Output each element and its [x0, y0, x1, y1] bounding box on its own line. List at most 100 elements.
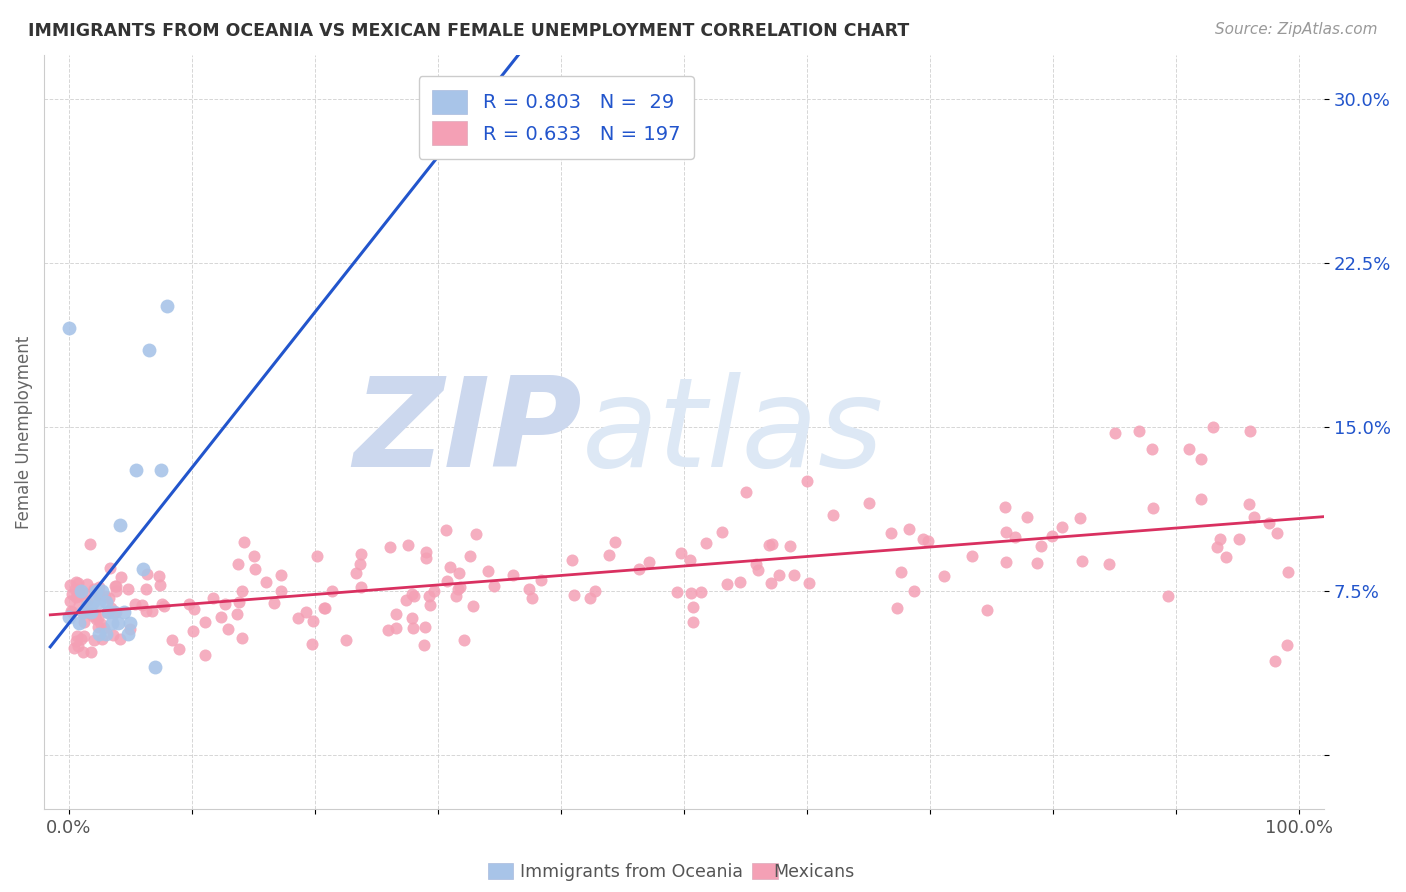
Point	[152, 599, 174, 613]
Point	[124, 598, 146, 612]
Point	[484, 579, 506, 593]
Point	[461, 599, 484, 613]
Point	[759, 576, 782, 591]
Point	[91, 632, 114, 646]
Point	[141, 604, 163, 618]
Point	[561, 552, 583, 566]
Legend: R = 0.803   N =  29, R = 0.633   N = 197: R = 0.803 N = 29, R = 0.633 N = 197	[419, 76, 693, 159]
Point	[1206, 540, 1229, 554]
Point	[1275, 638, 1298, 652]
Point	[103, 606, 125, 620]
Point	[1189, 492, 1212, 507]
Point	[734, 485, 756, 500]
Point	[415, 545, 437, 559]
Point	[62, 641, 84, 656]
Point	[449, 566, 471, 581]
Point	[583, 583, 606, 598]
Text: Mexicans: Mexicans	[773, 863, 855, 881]
Point	[72, 606, 94, 620]
Point	[321, 583, 343, 598]
Point	[761, 537, 783, 551]
Point	[1156, 589, 1178, 603]
Point	[117, 627, 139, 641]
Point	[105, 583, 128, 598]
Point	[782, 568, 804, 582]
Point	[67, 598, 90, 612]
Point	[70, 632, 93, 646]
Point	[87, 611, 110, 625]
Point	[97, 606, 120, 620]
Point	[104, 605, 127, 619]
Point	[135, 582, 157, 596]
Point	[413, 620, 436, 634]
Point	[87, 620, 110, 634]
Point	[76, 599, 98, 613]
Point	[136, 566, 159, 581]
Point	[58, 321, 80, 335]
Point	[103, 628, 125, 642]
Point	[745, 557, 768, 571]
Point	[65, 634, 87, 648]
Point	[307, 549, 329, 564]
Point	[83, 582, 105, 597]
Point	[150, 463, 173, 477]
Point	[1277, 566, 1299, 580]
Point	[449, 580, 471, 594]
Point	[301, 637, 323, 651]
Point	[228, 595, 250, 609]
Point	[932, 569, 955, 583]
Point	[598, 549, 620, 563]
Point	[994, 500, 1017, 515]
Point	[59, 578, 82, 592]
Point	[439, 560, 461, 574]
Point	[76, 594, 98, 608]
Point	[117, 582, 139, 596]
Point	[529, 573, 551, 587]
Point	[401, 611, 423, 625]
Point	[1215, 549, 1237, 564]
Point	[194, 648, 217, 662]
Point	[520, 591, 543, 606]
Point	[94, 589, 117, 603]
Point	[419, 598, 441, 612]
Point	[231, 632, 253, 646]
Point	[226, 558, 249, 572]
Point	[1097, 557, 1119, 571]
Point	[243, 549, 266, 563]
Point	[728, 575, 751, 590]
Point	[110, 518, 132, 533]
Point	[79, 606, 101, 620]
Point	[160, 633, 183, 648]
Point	[350, 580, 373, 594]
Point	[453, 632, 475, 647]
Point	[395, 593, 418, 607]
Point	[1026, 556, 1049, 570]
Y-axis label: Female Unemployment: Female Unemployment	[15, 335, 32, 529]
Point	[415, 551, 437, 566]
Point	[82, 594, 104, 608]
Point	[1202, 419, 1225, 434]
Point	[344, 566, 367, 580]
Point	[1070, 554, 1092, 568]
Point	[89, 627, 111, 641]
Point	[83, 633, 105, 648]
Point	[402, 589, 425, 603]
Point	[477, 564, 499, 578]
Point	[183, 602, 205, 616]
Point	[385, 607, 408, 621]
Point	[1189, 452, 1212, 467]
Point	[377, 623, 399, 637]
Point	[118, 622, 141, 636]
Point	[605, 534, 627, 549]
Point	[72, 605, 94, 619]
Point	[108, 632, 131, 646]
Point	[135, 604, 157, 618]
Point	[66, 629, 89, 643]
Text: atlas: atlas	[582, 372, 884, 492]
Point	[1177, 442, 1199, 456]
Point	[66, 639, 89, 653]
Point	[711, 524, 734, 539]
Point	[666, 585, 689, 599]
Point	[301, 614, 323, 628]
Point	[458, 549, 481, 564]
